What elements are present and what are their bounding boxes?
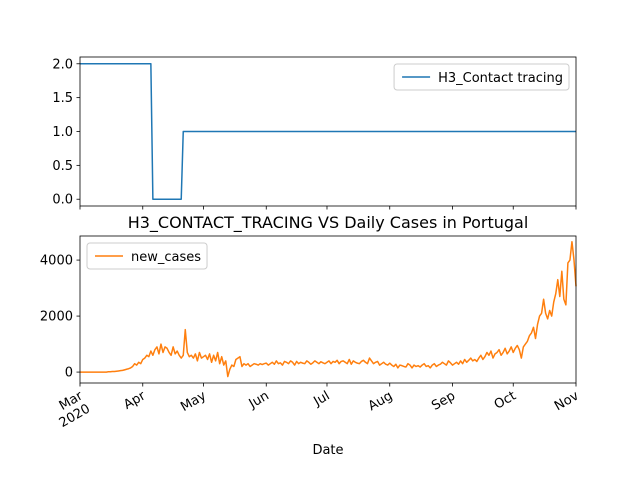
data-line [80, 63, 576, 200]
y-tick-label: 0 [65, 366, 73, 381]
legend-box [86, 242, 208, 270]
x-tick-label: Aug [366, 389, 395, 415]
y-tick-label: 4000 [40, 254, 73, 269]
chart-title: H3_CONTACT_TRACING VS Daily Cases in Por… [128, 213, 529, 233]
x-tick-label: Oct [492, 389, 519, 413]
legend-label: new_cases [131, 250, 201, 265]
x-tick-label: Jul [311, 389, 333, 410]
y-tick-label: 0.5 [52, 159, 73, 174]
legend-label: H3_Contact tracing [438, 71, 563, 86]
axes-frame [79, 235, 577, 384]
y-tick-label: 1.0 [52, 125, 73, 140]
y-tick-label: 2000 [40, 310, 73, 325]
y-tick-label: 1.5 [52, 91, 73, 106]
x-tick-label: Jun [246, 389, 272, 413]
data-line [80, 240, 577, 378]
legend-box [393, 63, 570, 91]
y-tick-label: 0.0 [52, 193, 73, 208]
x-tick-label: Nov [552, 388, 582, 414]
x-tick-label: Apr [121, 388, 149, 413]
y-tick-label: 2.0 [52, 57, 73, 72]
x-axis-label: Date [312, 443, 343, 458]
x-tick-label: Mar2020 [49, 388, 93, 431]
x-tick-label: Sep [429, 389, 458, 414]
x-tick-label: May [178, 388, 209, 415]
